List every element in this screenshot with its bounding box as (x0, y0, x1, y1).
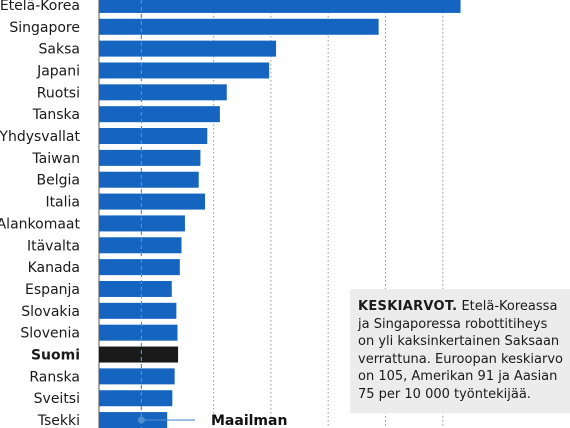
category-label: Slovenia (20, 326, 80, 342)
category-label: Ruotsi (37, 85, 80, 101)
bars (99, 0, 461, 428)
bar-singapore (99, 18, 379, 35)
world-average-marker: Maailman (137, 0, 287, 428)
bar-suomi (99, 346, 179, 363)
bar-sveitsi (99, 390, 173, 407)
category-label: Etelä-Korea (0, 0, 80, 14)
bar-kanada (99, 259, 180, 276)
category-label: Saksa (39, 42, 80, 58)
category-label: Sveitsi (34, 391, 80, 407)
bar-ranska (99, 368, 175, 385)
bar-tsekki (99, 412, 168, 428)
category-label: Ranska (29, 369, 80, 385)
category-label: Itävalta (27, 238, 80, 254)
bar-taiwan (99, 149, 201, 166)
category-labels: Etelä-Korea Singapore Saksa Japani Ruotsi Tan… (0, 0, 81, 428)
category-label: Slovakia (21, 304, 80, 320)
category-label: Kanada (28, 260, 80, 276)
category-label: Belgia (37, 173, 80, 189)
category-label: Suomi (31, 348, 80, 364)
bar-slovakia (99, 302, 177, 319)
bar-slovenia (99, 324, 178, 341)
category-label: Alankomaat (0, 216, 80, 232)
bar-japani (99, 62, 270, 79)
bar-saksa (99, 40, 277, 57)
category-label: Singapore (9, 20, 80, 36)
bar-ruotsi (99, 84, 227, 101)
category-label: Taiwan (31, 151, 80, 167)
category-label: Yhdysvallat (0, 129, 81, 145)
note-box: KESKIARVOT. Etelä-Koreassa ja Singapores… (350, 289, 570, 413)
category-label: Tanska (32, 107, 80, 123)
bar-etelä-korea (99, 0, 461, 13)
bar-italia (99, 193, 206, 210)
category-label: Tsekki (37, 413, 80, 428)
bar-yhdysvallat (99, 128, 208, 145)
category-label: Japani (36, 63, 80, 79)
bar-tanska (99, 106, 220, 123)
world-average-label: Maailman (211, 413, 287, 428)
bar-espanja (99, 280, 172, 297)
bar-belgia (99, 171, 199, 188)
note-text: Etelä-Koreassa ja Singaporessa robottiti… (358, 299, 563, 402)
category-label: Espanja (25, 282, 80, 298)
category-label: Italia (45, 195, 80, 211)
bar-itävalta (99, 237, 182, 254)
note-lead: KESKIARVOT. (358, 299, 458, 314)
bar-alankomaat (99, 215, 185, 232)
